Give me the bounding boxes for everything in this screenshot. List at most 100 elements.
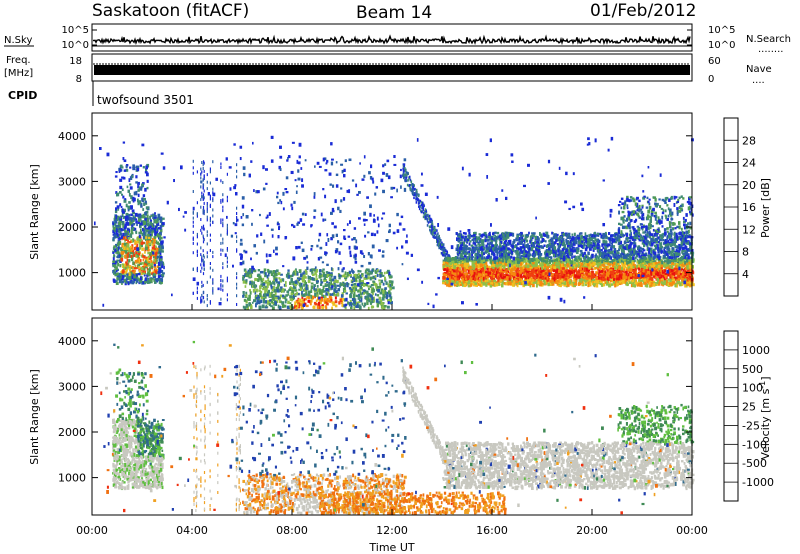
power-point	[142, 166, 145, 169]
power-point	[123, 266, 126, 270]
power-point	[467, 268, 470, 272]
power-point	[300, 241, 303, 245]
power-point	[133, 246, 137, 251]
power-point	[137, 181, 140, 185]
power-point	[531, 269, 534, 273]
power-point	[365, 277, 368, 280]
power-point	[385, 271, 388, 274]
power-point	[133, 267, 137, 270]
power-point	[352, 301, 356, 304]
power-point	[387, 298, 390, 302]
power-point	[314, 271, 317, 275]
power-point	[602, 269, 605, 274]
power-point	[127, 239, 129, 243]
power-point	[249, 280, 252, 285]
power-point	[294, 289, 298, 292]
power-point	[388, 276, 392, 279]
power-point	[275, 280, 278, 284]
power-point	[385, 295, 388, 300]
power-point	[120, 271, 123, 276]
power-point	[358, 293, 361, 297]
power-point	[285, 273, 289, 278]
power-point	[325, 162, 328, 165]
power-point	[277, 235, 280, 239]
power-point	[122, 210, 125, 214]
power-point	[600, 274, 604, 278]
power-point	[245, 291, 248, 295]
power-point	[327, 273, 331, 277]
power-point	[528, 260, 532, 264]
power-point	[196, 286, 198, 290]
power-point	[321, 261, 325, 264]
power-point	[318, 269, 322, 273]
power-point	[201, 191, 203, 195]
power-point	[488, 265, 491, 269]
power-point	[428, 214, 431, 218]
power-point	[486, 276, 490, 279]
power-point	[266, 274, 269, 279]
power-point	[689, 283, 692, 287]
power-point	[115, 269, 118, 273]
power-point	[321, 270, 324, 273]
power-point	[260, 299, 263, 304]
power-point	[144, 211, 147, 216]
power-point	[335, 173, 339, 177]
power-point	[146, 219, 149, 223]
power-point	[121, 228, 123, 232]
power-point	[381, 297, 385, 301]
power-point	[127, 237, 131, 240]
power-point	[270, 272, 274, 276]
power-point	[656, 283, 659, 286]
power-point	[201, 293, 203, 297]
power-point	[332, 184, 335, 188]
power-point	[200, 218, 202, 221]
power-point	[133, 191, 136, 196]
power-point	[152, 270, 155, 274]
power-point	[610, 280, 613, 283]
power-point	[365, 283, 368, 287]
power-point	[294, 301, 297, 306]
power-point	[532, 281, 536, 284]
power-point	[449, 268, 452, 272]
power-point	[426, 224, 429, 227]
power-point	[114, 210, 118, 214]
power-point	[275, 289, 279, 293]
power-point	[320, 283, 323, 286]
power-point	[290, 286, 293, 291]
power-point	[159, 219, 163, 223]
power-point	[280, 288, 283, 291]
power-point	[192, 267, 194, 271]
power-point	[523, 280, 526, 283]
power-point	[202, 195, 204, 199]
power-point	[572, 271, 575, 275]
power-point	[562, 263, 565, 268]
power-point	[266, 293, 269, 297]
power-point	[436, 240, 438, 243]
power-point	[425, 210, 428, 214]
power-point	[335, 233, 338, 237]
power-point	[146, 172, 149, 177]
power-point	[201, 180, 203, 184]
power-point	[256, 234, 259, 238]
power-point	[316, 294, 319, 298]
power-point	[145, 168, 148, 172]
power-point	[688, 277, 691, 282]
power-point	[202, 183, 205, 187]
power-point	[536, 270, 540, 275]
power-point	[490, 264, 493, 268]
power-point	[143, 256, 146, 259]
power-point	[226, 256, 228, 260]
power-point	[148, 227, 151, 230]
power-point	[343, 229, 346, 232]
noise-panel-frame	[91, 23, 693, 52]
power-point	[489, 260, 492, 264]
power-point	[192, 230, 194, 234]
power-point	[144, 171, 148, 174]
power-point	[236, 216, 238, 219]
power-point	[522, 283, 525, 286]
power-point	[309, 277, 313, 281]
power-point	[203, 196, 205, 200]
power-point	[264, 286, 267, 289]
power-point	[120, 166, 124, 169]
power-point	[127, 254, 129, 259]
